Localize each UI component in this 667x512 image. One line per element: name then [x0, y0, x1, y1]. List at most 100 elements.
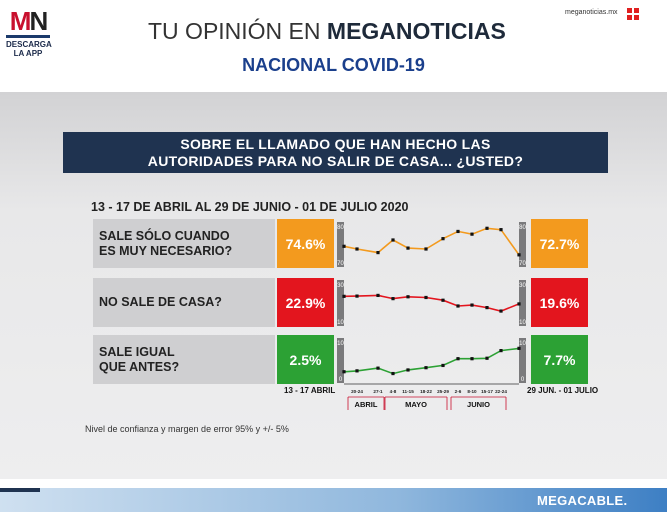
title-light: TU OPINIÓN EN — [148, 18, 327, 44]
footer-accent — [0, 488, 40, 492]
period-label: 13 - 17 DE ABRIL AL 29 DE JUNIO - 01 DE … — [91, 200, 409, 214]
x-tick-label: 25-29 — [437, 389, 449, 394]
y-axis-bar-left — [337, 222, 344, 267]
value-start-no-sale: 22.9% — [277, 278, 334, 327]
data-point — [342, 244, 346, 248]
site-url[interactable]: meganoticias.mx — [565, 9, 618, 16]
data-point — [499, 349, 503, 353]
x-tick-label: 20-24 — [351, 389, 363, 394]
x-tick-label: 11-15 — [402, 389, 414, 394]
data-point — [441, 237, 445, 241]
data-point — [470, 232, 474, 236]
data-point — [355, 294, 359, 298]
sponsor-logo[interactable]: MEGACABLE. — [537, 493, 628, 508]
data-point — [406, 246, 410, 250]
footer-stripe — [0, 479, 667, 488]
y-tick-label: 10 — [519, 320, 526, 326]
x-tick-label: 22-24 — [495, 389, 507, 394]
row-label-necesario: SALE SÓLO CUANDO ES MUY NECESARIO? — [93, 219, 275, 268]
row-label-line: SALE SÓLO CUANDO — [99, 228, 230, 243]
y-axis-bar-left — [337, 280, 344, 326]
data-point — [485, 356, 489, 360]
y-tick-label: 70 — [519, 261, 526, 267]
value-start-igual: 2.5% — [277, 335, 334, 384]
data-point — [499, 309, 503, 313]
data-point — [406, 295, 410, 299]
page-title: TU OPINIÓN EN MEGANOTICIAS — [148, 18, 506, 45]
data-point — [391, 371, 395, 376]
question-line-2: AUTORIDADES PARA NO SALIR DE CASA... ¿US… — [147, 153, 524, 169]
x-tick-label: 18-22 — [420, 389, 432, 394]
data-point — [499, 228, 503, 232]
month-label: ABRIL — [355, 400, 378, 409]
download-app-line2: LA APP — [13, 49, 43, 58]
logo-divider — [6, 35, 50, 38]
y-tick-label: 70 — [337, 261, 344, 267]
data-point — [517, 253, 521, 257]
y-tick-label: 30 — [519, 283, 526, 289]
title-bold: MEGANOTICIAS — [326, 18, 506, 44]
data-point — [342, 370, 346, 374]
month-label: MAYO — [405, 400, 427, 409]
data-point — [342, 294, 346, 298]
month-label: JUNIO — [467, 400, 490, 409]
data-point — [456, 357, 460, 361]
data-point — [470, 303, 474, 307]
data-point — [441, 363, 445, 368]
y-axis-bar-left — [337, 338, 344, 383]
logo-mark: MN — [9, 6, 48, 36]
header: MN DESCARGA LA APP meganoticias.mx TU OP… — [0, 0, 667, 92]
data-point — [441, 298, 445, 302]
data-point — [456, 229, 460, 234]
row-label-line: SALE IGUAL — [99, 344, 175, 359]
axis-end-label: 29 JUN. - 01 JULIO — [527, 386, 599, 395]
data-point — [376, 251, 380, 255]
row-label-line: QUE ANTES? — [99, 359, 180, 374]
y-tick-label: 10 — [337, 341, 344, 347]
x-tick-label: 4-8 — [390, 389, 397, 394]
y-tick-label: 10 — [519, 341, 526, 347]
y-tick-label: 10 — [337, 320, 344, 326]
series-line — [343, 294, 520, 312]
x-tick-label: 15-17 — [481, 389, 493, 394]
value-end-no-sale: 19.6% — [531, 278, 588, 327]
row-label-line: NO SALE DE CASA? — [99, 295, 222, 309]
value-end-necesario: 72.7% — [531, 219, 588, 268]
data-point — [485, 306, 489, 310]
app-logo[interactable]: MN DESCARGA LA APP — [6, 6, 52, 58]
y-tick-label: 0 — [521, 377, 525, 383]
data-point — [355, 369, 359, 373]
x-tick-label: 2-6 — [455, 389, 462, 394]
grid-icon — [627, 8, 639, 20]
y-tick-label: 80 — [337, 225, 344, 231]
data-point — [424, 366, 428, 370]
value-start-necesario: 74.6% — [277, 219, 334, 268]
x-tick-label: 8-10 — [467, 389, 477, 394]
y-tick-label: 0 — [339, 377, 343, 383]
row-label-line: ES MUY NECESARIO? — [99, 243, 233, 258]
data-point — [376, 366, 380, 370]
question-banner: SOBRE EL LLAMADO QUE HAN HECHO LAS AUTOR… — [63, 132, 608, 173]
y-axis-bar-right — [519, 222, 526, 267]
question-line-1: SOBRE EL LLAMADO QUE HAN HECHO LAS — [180, 136, 491, 152]
data-point — [406, 368, 410, 372]
series-line — [343, 347, 520, 375]
data-point — [470, 357, 474, 361]
download-app-line1: DESCARGA — [6, 40, 52, 49]
footer-bar — [0, 488, 667, 512]
data-point — [456, 304, 460, 308]
y-tick-label: 80 — [519, 225, 526, 231]
row-label-igual: SALE IGUAL QUE ANTES? — [93, 335, 275, 384]
value-end-igual: 7.7% — [531, 335, 588, 384]
data-point — [424, 295, 428, 300]
data-point — [424, 247, 428, 251]
page-subtitle: NACIONAL COVID-19 — [242, 55, 425, 75]
y-tick-label: 30 — [337, 283, 344, 289]
data-point — [485, 226, 489, 230]
data-point — [517, 302, 521, 306]
data-point — [391, 297, 395, 301]
series-line — [343, 227, 520, 256]
axis-start-label: 13 - 17 ABRIL — [284, 386, 336, 395]
y-axis-bar-right — [519, 280, 526, 326]
